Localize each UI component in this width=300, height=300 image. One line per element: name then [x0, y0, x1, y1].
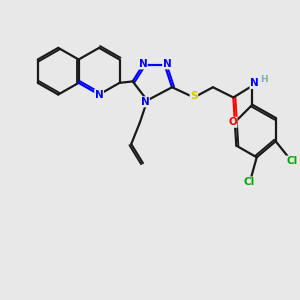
Text: N: N — [250, 79, 259, 88]
Text: N: N — [95, 89, 103, 100]
Text: N: N — [163, 59, 172, 69]
Text: N: N — [140, 97, 149, 107]
Text: H: H — [260, 75, 268, 84]
Text: N: N — [139, 59, 147, 69]
Text: Cl: Cl — [244, 177, 255, 187]
Text: S: S — [190, 91, 198, 101]
Text: Cl: Cl — [286, 156, 297, 166]
Text: O: O — [228, 117, 237, 127]
